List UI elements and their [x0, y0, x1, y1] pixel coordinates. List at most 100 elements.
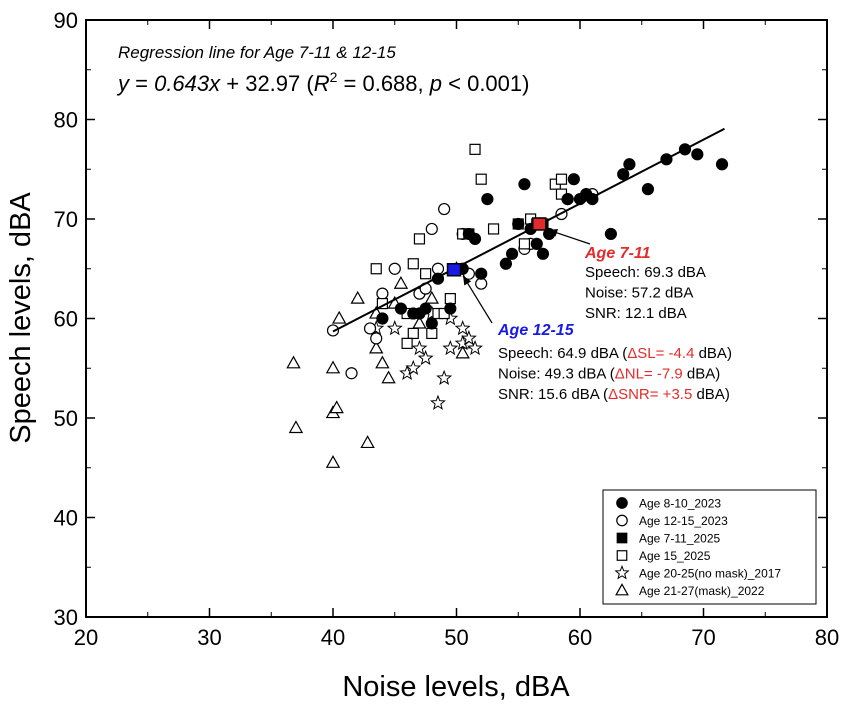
- data-point: [329, 400, 344, 414]
- data-point: [469, 143, 481, 155]
- x-tick-label: 80: [815, 625, 839, 650]
- data-point: [363, 322, 377, 335]
- data-point: [350, 290, 365, 304]
- data-point: [475, 267, 488, 280]
- legend-label: Age 20-25(no mask)_2017: [639, 567, 781, 581]
- data-point: [325, 455, 341, 468]
- data-point: [286, 355, 301, 369]
- regression-label: Regression line for Age 7-11 & 12-15: [118, 43, 396, 62]
- data-point: [412, 315, 427, 329]
- data-point: [567, 173, 580, 186]
- data-point: [715, 158, 729, 171]
- data-point: [617, 168, 630, 181]
- data-point: [426, 327, 438, 340]
- data-point: [386, 320, 403, 336]
- highlight-line: SNR: 15.6 dBA (ΔSNR= +3.5 dBA): [498, 386, 730, 403]
- data-point: [455, 345, 470, 359]
- legend: Age 8-10_2023 Age 12-15_2023 Age 7-11_2025…: [602, 489, 817, 605]
- data-point: [345, 367, 358, 380]
- data-point: [360, 435, 375, 449]
- data-point: [436, 369, 453, 385]
- y-tick-label: 70: [54, 207, 78, 232]
- highlight-title: Age 12-15: [497, 322, 575, 339]
- legend-label: Age 21-27(mask)_2022: [639, 584, 765, 598]
- data-point: [413, 233, 426, 245]
- data-point: [481, 193, 494, 206]
- x-tick-label: 60: [568, 625, 592, 650]
- data-point: [401, 337, 413, 349]
- x-tick-label: 70: [691, 625, 715, 650]
- data-point: [467, 339, 483, 356]
- regression-line-group: [332, 127, 725, 333]
- highlight-marker: [446, 262, 462, 277]
- highlight-annotations: Age 7-11 Speech: 69.3 dBA Noise: 57.2 dBA S…: [446, 217, 732, 403]
- data-point: [505, 247, 519, 260]
- data-point: [369, 340, 384, 354]
- data-point: [407, 327, 419, 340]
- data-point: [425, 317, 438, 330]
- legend-label: Age 8-10_2023: [639, 497, 721, 511]
- data-point: [454, 320, 471, 336]
- highlight-line: Noise: 57.2 dBA: [585, 285, 693, 302]
- data-point: [394, 302, 408, 315]
- y-tick-label: 60: [54, 307, 78, 332]
- data-point: [405, 359, 422, 376]
- legend-marker: [616, 550, 628, 561]
- data-point: [475, 173, 487, 185]
- legend-marker: [616, 514, 628, 527]
- data-point: [429, 394, 446, 410]
- y-tick-label: 40: [54, 506, 78, 531]
- y-tick-label: 80: [54, 108, 78, 133]
- data-point: [431, 262, 445, 275]
- data-point: [691, 148, 704, 161]
- data-point: [555, 173, 568, 185]
- data-point: [370, 263, 382, 275]
- data-point: [376, 287, 389, 300]
- x-axis-title: Noise levels, dBA: [342, 671, 570, 703]
- y-tick-label: 90: [54, 8, 78, 33]
- regression-line: [332, 127, 725, 333]
- data-point: [425, 222, 438, 236]
- data-point: [518, 238, 531, 250]
- highlight-line: Speech: 69.3 dBA: [585, 264, 706, 281]
- data-point: [444, 302, 457, 315]
- legend-label: Age 7-11_2025: [639, 532, 721, 546]
- highlight-line: Speech: 64.9 dBA (ΔSL= -4.4 dBA): [498, 345, 732, 362]
- data-point: [417, 349, 434, 366]
- data-point: [325, 360, 341, 374]
- data-point: [641, 183, 655, 196]
- annotation-arrowhead: [548, 229, 559, 237]
- data-point: [444, 293, 456, 305]
- data-point: [561, 193, 574, 206]
- highlight-line: SNR: 12.1 dBA: [585, 305, 687, 322]
- data-point: [388, 262, 401, 275]
- y-tick-label: 50: [54, 406, 78, 431]
- x-tick-label: 30: [197, 625, 221, 650]
- data-point: [424, 290, 439, 304]
- data-point: [623, 158, 636, 171]
- x-tick-label: 50: [444, 625, 468, 650]
- data-point: [487, 223, 500, 235]
- y-axis-title: Speech levels, dBA: [5, 192, 37, 444]
- data-point: [288, 420, 304, 434]
- data-point: [442, 339, 459, 356]
- highlight-marker: [531, 217, 547, 231]
- data-point: [460, 330, 477, 346]
- regression-equation: y = 0.643x + 32.97 (R2 = 0.688, p < 0.00…: [116, 69, 529, 96]
- data-point: [530, 237, 543, 250]
- data-point: [419, 302, 432, 315]
- legend-marker: [616, 497, 628, 509]
- y-tick-label: 30: [54, 605, 78, 630]
- highlight-line: Noise: 49.3 dBA (ΔNL= -7.9 dBA): [498, 366, 720, 383]
- x-tick-label: 20: [74, 625, 98, 650]
- data-point: [393, 275, 409, 289]
- data-point: [376, 312, 389, 325]
- data-point: [411, 339, 428, 356]
- legend-marker: [616, 532, 628, 544]
- data-point: [381, 370, 396, 384]
- annotation-arrowhead: [463, 275, 472, 286]
- data-point: [375, 355, 390, 369]
- data-point: [468, 232, 482, 245]
